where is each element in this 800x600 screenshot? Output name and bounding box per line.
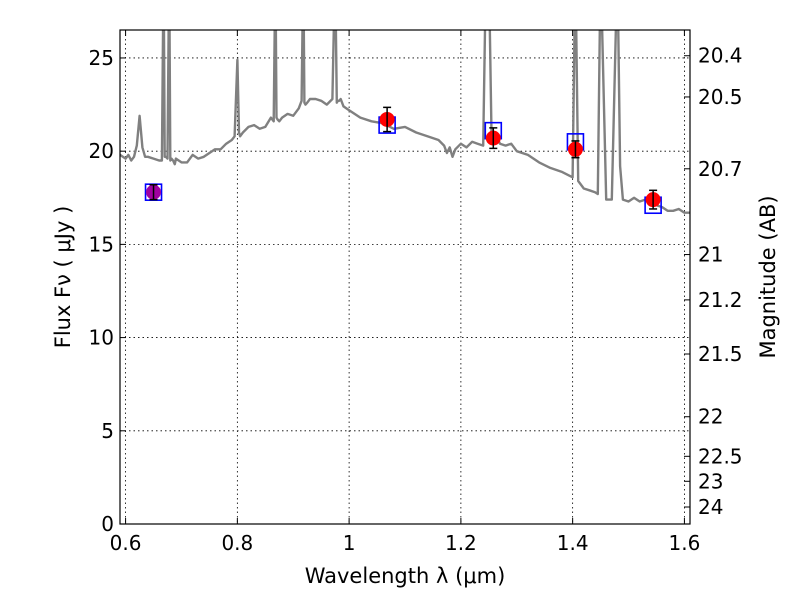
x-axis-label: Wavelength λ (μm) <box>305 564 506 588</box>
magnitude-tick-label: 24 <box>698 495 723 519</box>
photometry-points <box>144 106 662 215</box>
x-tick-label: 1 <box>343 531 356 555</box>
x-tick-label: 1.2 <box>445 531 477 555</box>
magnitude-tick-label: 22.5 <box>698 444 743 468</box>
magnitude-tick-label: 20.4 <box>698 44 743 68</box>
x-tick-label: 0.8 <box>221 531 253 555</box>
plot-frame <box>119 29 691 525</box>
magnitude-tick-label: 21.2 <box>698 288 743 312</box>
x-tick-label: 1.6 <box>669 531 701 555</box>
y-tick-label: 25 <box>89 46 114 70</box>
x-axis-ticks: 0.6 0.8 1 1.2 1.4 1.6 <box>110 30 701 555</box>
magnitude-tick-label: 21.5 <box>698 342 743 366</box>
plot-background <box>120 30 690 524</box>
y-tick-label: 20 <box>89 139 114 163</box>
model-spectrum-layer <box>120 30 690 214</box>
y-tick-label: 10 <box>89 326 114 350</box>
y-tick-label: 0 <box>101 512 114 536</box>
model-spectrum-line <box>120 30 690 214</box>
y-axis-label: Flux Fν ( μJy ) <box>51 206 75 349</box>
y-axis-ticks: 0 5 10 15 20 25 <box>89 46 126 536</box>
x-tick-label: 1.4 <box>557 531 589 555</box>
magnitude-tick-label: 22 <box>698 405 723 429</box>
magnitude-tick-label: 20.7 <box>698 157 743 181</box>
magnitude-tick-label: 20.5 <box>698 85 743 109</box>
magnitude-tick-label: 23 <box>698 469 723 493</box>
y-tick-label: 5 <box>101 419 114 443</box>
magnitude-tick-label: 21 <box>698 243 723 267</box>
y-tick-label: 15 <box>89 232 114 256</box>
magnitude-axis-label: Magnitude (AB) <box>756 195 780 358</box>
x-tick-label: 0.6 <box>110 531 142 555</box>
